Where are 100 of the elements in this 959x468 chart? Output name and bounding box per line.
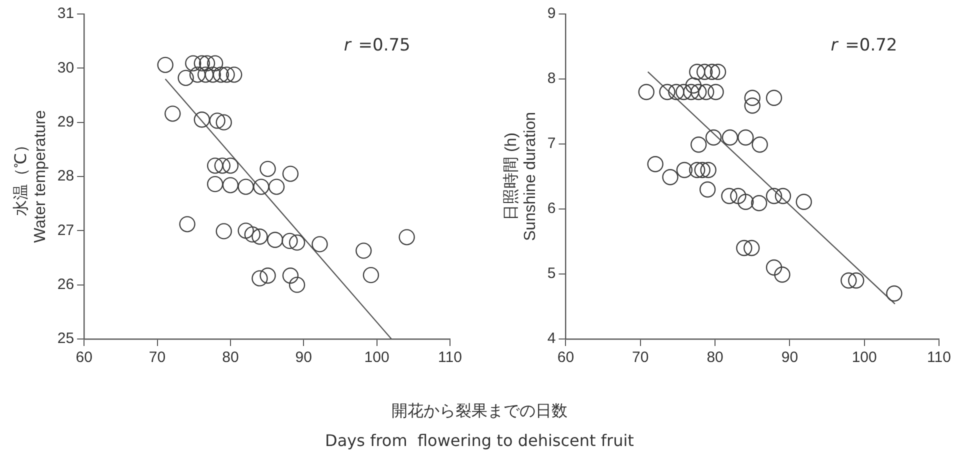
point [209, 112, 226, 129]
point [696, 64, 713, 80]
point [744, 98, 760, 114]
point [253, 178, 270, 195]
x-tick-label: 60 [557, 349, 574, 366]
annotation: r =0.72 [830, 35, 898, 56]
point [260, 160, 276, 178]
x-tick-label: 90 [781, 349, 798, 366]
annotation: r =0.75 [344, 35, 410, 56]
point [738, 194, 754, 210]
point [638, 84, 654, 100]
point [840, 272, 857, 289]
point [736, 240, 752, 256]
point [698, 84, 714, 100]
point [288, 276, 306, 293]
point [164, 106, 181, 122]
point [268, 178, 285, 195]
x-tick-label: 100 [852, 349, 877, 366]
point [752, 136, 768, 153]
point [194, 55, 210, 72]
y-tick-label: 25 [57, 330, 74, 348]
y-tick-label: 5 [547, 265, 556, 282]
point [886, 285, 902, 302]
point [848, 272, 864, 289]
x-tick-label: 80 [222, 349, 239, 366]
point [179, 216, 196, 232]
point [214, 158, 230, 174]
y-tick-label: 28 [57, 168, 74, 185]
point [282, 268, 299, 284]
point [647, 156, 664, 172]
y-tick-label: 4 [547, 330, 556, 348]
point [198, 55, 216, 72]
point [252, 228, 268, 245]
point [738, 129, 754, 146]
point [218, 66, 235, 83]
point [238, 222, 254, 239]
x-tick-label: 70 [148, 349, 166, 366]
point [204, 66, 221, 83]
y-tick-label: 26 [57, 276, 74, 293]
point [766, 259, 782, 276]
point [668, 84, 684, 100]
y-tick-label: 29 [57, 113, 74, 130]
point [178, 70, 194, 86]
point [238, 178, 254, 195]
point [689, 162, 706, 178]
point [704, 64, 720, 80]
y-tick-label: 30 [57, 59, 74, 76]
y-axis-title: 日照時間 (h) Sunshine duration [502, 112, 540, 241]
point [194, 112, 210, 128]
point [260, 268, 276, 284]
point [206, 176, 224, 192]
point [676, 84, 692, 100]
point [705, 129, 722, 146]
point [216, 223, 232, 240]
y-tick-label: 9 [547, 5, 556, 22]
point [689, 64, 706, 80]
point [212, 66, 230, 83]
point [774, 266, 790, 283]
point [282, 232, 298, 250]
x-tick-label: 80 [706, 349, 724, 366]
y-tick-label: 6 [547, 200, 556, 218]
point [312, 236, 328, 252]
point [774, 188, 792, 204]
point [266, 232, 284, 248]
point [708, 84, 724, 100]
point [766, 188, 782, 204]
x-tick-label: 110 [438, 349, 462, 366]
point [700, 162, 716, 178]
x-tick-label: 100 [364, 349, 390, 366]
point [252, 270, 268, 286]
y-axis-title: 水温（℃） Water temperature [12, 110, 50, 243]
x-tick-label: 110 [927, 349, 951, 366]
y-tick-label: 27 [57, 222, 74, 239]
point [685, 77, 702, 94]
x-axis-title: 開花から裂果までの日数 Days from flowering to dehiscent fruit [324, 400, 635, 452]
point [730, 188, 746, 204]
point [226, 66, 242, 83]
point [206, 158, 224, 174]
point [766, 90, 782, 106]
point [710, 64, 726, 80]
point [722, 129, 738, 146]
point [750, 195, 768, 212]
point [222, 177, 239, 194]
y-tick-label: 7 [547, 135, 556, 152]
point [362, 266, 380, 284]
point [662, 169, 678, 186]
point [288, 234, 306, 251]
point [744, 240, 760, 256]
y-tick-label: 8 [547, 70, 556, 88]
point [699, 181, 716, 198]
point [244, 226, 261, 243]
point [744, 90, 760, 106]
point [189, 66, 206, 83]
point [721, 188, 738, 204]
point [157, 56, 174, 74]
point [356, 242, 372, 259]
point [796, 194, 812, 210]
point [206, 55, 224, 72]
point [197, 66, 214, 83]
point [683, 84, 700, 100]
